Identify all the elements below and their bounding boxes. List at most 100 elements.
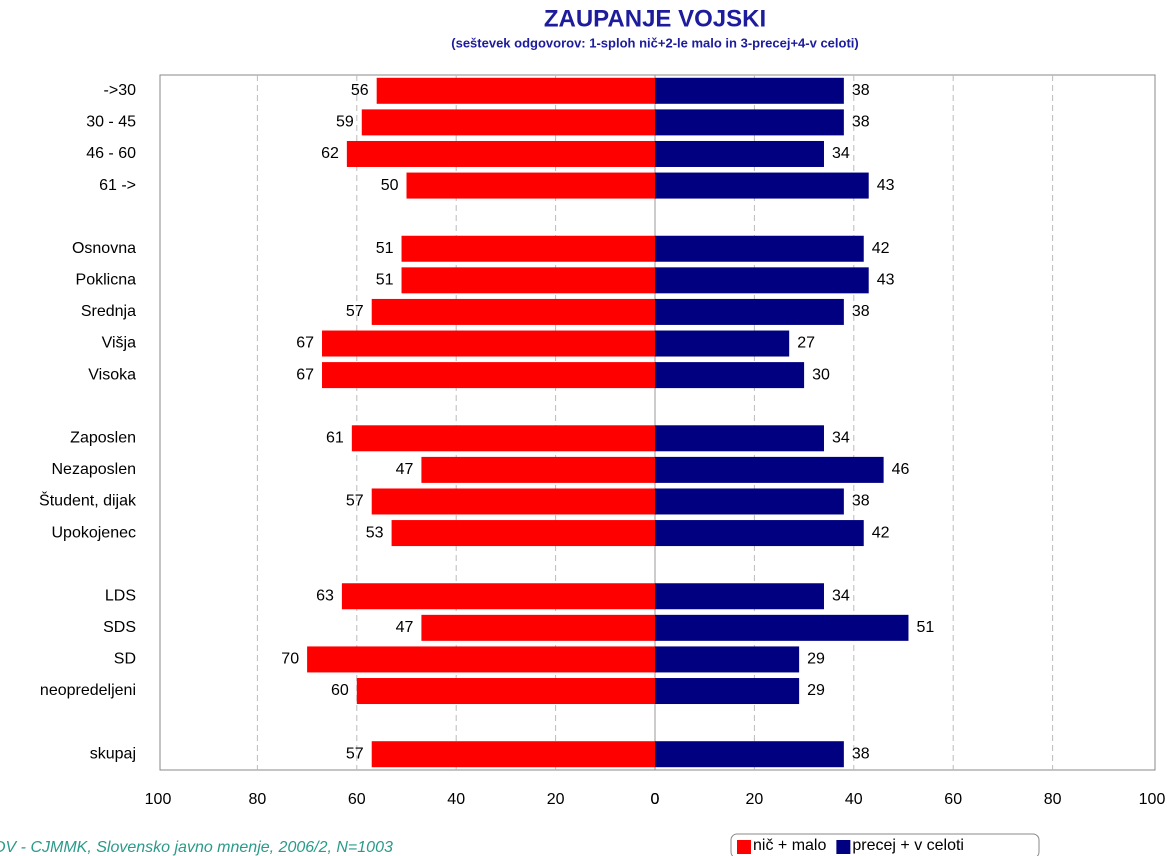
value-label: 29 — [807, 651, 825, 668]
legend-swatch — [737, 840, 751, 854]
bar — [655, 172, 869, 199]
value-label: 34 — [832, 430, 850, 447]
value-label: 27 — [797, 335, 815, 352]
value-label: 67 — [296, 335, 314, 352]
legend-label: precej + v celoti — [852, 837, 964, 854]
bar — [322, 330, 655, 357]
y-tick-label: 30 - 45 — [86, 114, 136, 131]
y-tick-label: Upokojenec — [52, 524, 137, 541]
y-tick-label: Študent, dijak — [39, 491, 137, 510]
bar — [351, 425, 655, 452]
value-label: 38 — [852, 114, 870, 131]
value-label: 42 — [872, 524, 890, 541]
value-label: 70 — [281, 651, 299, 668]
bar — [346, 140, 655, 167]
bar — [376, 77, 655, 104]
value-label: 57 — [346, 303, 364, 320]
bar — [406, 172, 655, 199]
bar — [655, 109, 844, 136]
bar — [655, 678, 800, 705]
value-label: 62 — [321, 145, 339, 162]
bar — [307, 646, 655, 673]
bar — [401, 267, 655, 294]
bar — [655, 741, 844, 768]
value-label: 38 — [852, 745, 870, 762]
y-tick-label: Višja — [102, 335, 136, 352]
x-tick-label: 40 — [447, 791, 465, 808]
y-tick-label: skupaj — [90, 745, 136, 762]
value-label: 53 — [366, 524, 384, 541]
y-tick-label: LDS — [105, 587, 136, 604]
bar — [655, 267, 869, 294]
bar — [421, 456, 655, 483]
value-label: 34 — [832, 145, 850, 162]
y-tick-label: 61 -> — [99, 177, 136, 194]
source-note: DV - CJMMK, Slovensko javno mnenje, 2006… — [0, 839, 393, 856]
value-label: 59 — [336, 114, 354, 131]
bar — [655, 425, 824, 452]
y-tick-label: Nezaposlen — [52, 461, 137, 478]
plot-frame — [159, 74, 1156, 771]
y-tick-label: SD — [114, 651, 136, 668]
value-label: 51 — [376, 272, 394, 289]
bar — [655, 646, 800, 673]
x-tick-label: 60 — [348, 791, 366, 808]
bar — [655, 456, 884, 483]
bar — [655, 614, 909, 641]
bar — [421, 614, 655, 641]
value-label: 47 — [396, 619, 414, 636]
y-tick-label: Srednja — [81, 303, 136, 320]
value-label: 57 — [346, 745, 364, 762]
x-tick-label: 60 — [944, 791, 962, 808]
bar — [401, 235, 655, 262]
y-tick-label: Zaposlen — [70, 430, 136, 447]
y-tick-label: Visoka — [88, 366, 136, 383]
bar — [655, 488, 844, 515]
value-label: 63 — [316, 587, 334, 604]
value-label: 42 — [872, 240, 890, 257]
bar — [371, 298, 655, 325]
value-label: 38 — [852, 82, 870, 99]
value-label: 50 — [381, 177, 399, 194]
value-label: 51 — [376, 240, 394, 257]
bar — [655, 235, 864, 262]
value-label: 56 — [351, 82, 369, 99]
y-tick-label: neopredeljeni — [40, 682, 136, 699]
bar — [655, 583, 824, 610]
legend-label: nič + malo — [753, 837, 826, 854]
value-label: 46 — [892, 461, 910, 478]
value-label: 61 — [326, 430, 344, 447]
bar — [356, 678, 655, 705]
chart-title: ZAUPANJE VOJSKI — [544, 5, 766, 32]
value-label: 57 — [346, 493, 364, 510]
bar — [655, 330, 790, 357]
y-tick-label: 46 - 60 — [86, 145, 136, 162]
bar — [361, 109, 655, 136]
value-label: 67 — [296, 366, 314, 383]
bar — [371, 488, 655, 515]
x-tick-label: 20 — [746, 791, 764, 808]
bar — [655, 140, 824, 167]
bar — [655, 77, 844, 104]
x-tick-label: 20 — [547, 791, 565, 808]
value-label: 29 — [807, 682, 825, 699]
value-label: 38 — [852, 303, 870, 320]
x-tick-label: 80 — [1044, 791, 1062, 808]
y-tick-label: Poklicna — [76, 272, 137, 289]
x-tick-label: 0 — [651, 791, 660, 808]
x-tick-label: 100 — [145, 791, 172, 808]
bar — [341, 583, 655, 610]
chart-subtitle: (seštevek odgovorov: 1-sploh nič+2-le ma… — [451, 35, 858, 50]
legend-box — [730, 833, 1040, 856]
value-label: 30 — [812, 366, 830, 383]
value-label: 47 — [396, 461, 414, 478]
value-label: 43 — [877, 272, 895, 289]
y-tick-label: Osnovna — [72, 240, 136, 257]
value-label: 43 — [877, 177, 895, 194]
y-tick-label: ->30 — [104, 82, 137, 99]
x-tick-label: 80 — [249, 791, 267, 808]
bar — [655, 362, 805, 389]
bar — [391, 520, 655, 547]
value-label: 34 — [832, 587, 850, 604]
